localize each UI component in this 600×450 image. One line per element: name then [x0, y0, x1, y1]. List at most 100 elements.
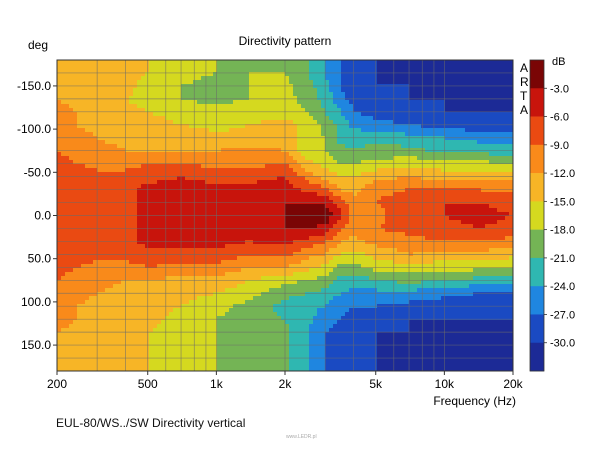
heatmap-cell	[481, 88, 486, 93]
heatmap-cell	[389, 188, 394, 193]
heatmap-cell	[225, 232, 230, 237]
heatmap-cell	[345, 196, 350, 201]
heatmap-cell	[105, 88, 110, 93]
heatmap-cell	[485, 164, 490, 169]
heatmap-cell	[321, 212, 326, 217]
heatmap-cell	[105, 108, 110, 113]
heatmap-cell	[497, 72, 502, 77]
heatmap-cell	[253, 120, 258, 125]
heatmap-cell	[233, 168, 238, 173]
heatmap-cell	[181, 72, 186, 77]
heatmap-cell	[465, 128, 470, 133]
heatmap-cell	[129, 100, 134, 105]
heatmap-cell	[309, 216, 314, 221]
heatmap-cell	[449, 100, 454, 105]
heatmap-cell	[137, 208, 142, 213]
heatmap-cell	[81, 180, 86, 185]
heatmap-cell	[233, 160, 238, 165]
heatmap-cell	[389, 108, 394, 113]
heatmap-cell	[69, 72, 74, 77]
heatmap-cell	[321, 136, 326, 141]
heatmap-cell	[181, 208, 186, 213]
heatmap-cell	[409, 212, 414, 217]
heatmap-cell	[233, 216, 238, 221]
heatmap-cell	[393, 72, 398, 77]
heatmap-cell	[309, 136, 314, 141]
heatmap-cell	[333, 92, 338, 97]
heatmap-cell	[69, 120, 74, 125]
heatmap-cell	[105, 184, 110, 189]
heatmap-cell	[129, 136, 134, 141]
heatmap-cell	[157, 80, 162, 85]
heatmap-cell	[77, 128, 82, 133]
heatmap-cell	[405, 188, 410, 193]
heatmap-cell	[221, 152, 226, 157]
heatmap-cell	[153, 136, 158, 141]
heatmap-cell	[65, 140, 70, 145]
heatmap-cell	[113, 132, 118, 137]
heatmap-cell	[193, 148, 198, 153]
heatmap-cell	[377, 152, 382, 157]
heatmap-cell	[77, 100, 82, 105]
heatmap-cell	[501, 196, 506, 201]
heatmap-cell	[469, 212, 474, 217]
heatmap-cell	[489, 96, 494, 101]
heatmap-cell	[121, 104, 126, 109]
heatmap-cell	[473, 168, 478, 173]
heatmap-cell	[477, 128, 482, 133]
heatmap-cell	[149, 68, 154, 73]
heatmap-cell	[77, 92, 82, 97]
heatmap-cell	[313, 188, 318, 193]
heatmap-cell	[509, 216, 514, 221]
heatmap-cell	[229, 100, 234, 105]
heatmap-cell	[157, 152, 162, 157]
heatmap-cell	[97, 128, 102, 133]
heatmap-cell	[373, 172, 378, 177]
heatmap-cell	[289, 132, 294, 137]
heatmap-cell	[249, 220, 254, 225]
heatmap-cell	[149, 196, 154, 201]
heatmap-cell	[445, 96, 450, 101]
heatmap-cell	[401, 68, 406, 73]
heatmap-cell	[77, 160, 82, 165]
heatmap-cell	[129, 176, 134, 181]
heatmap-cell	[437, 108, 442, 113]
heatmap-cell	[405, 100, 410, 105]
heatmap-cell	[405, 64, 410, 69]
heatmap-cell	[125, 196, 130, 201]
heatmap-cell	[205, 128, 210, 133]
heatmap-cell	[313, 148, 318, 153]
heatmap-cell	[145, 132, 150, 137]
heatmap-cell	[269, 192, 274, 197]
heatmap-cell	[317, 116, 322, 121]
heatmap-cell	[169, 184, 174, 189]
heatmap-cell	[489, 204, 494, 209]
heatmap-cell	[265, 148, 270, 153]
heatmap-cell	[349, 132, 354, 137]
heatmap-cell	[93, 156, 98, 161]
heatmap-cell	[405, 132, 410, 137]
heatmap-cell	[293, 212, 298, 217]
heatmap-cell	[193, 192, 198, 197]
heatmap-cell	[193, 196, 198, 201]
heatmap-cell	[257, 144, 262, 149]
heatmap-cell	[157, 116, 162, 121]
heatmap-cell	[353, 132, 358, 137]
heatmap-cell	[413, 216, 418, 221]
heatmap-cell	[397, 60, 402, 65]
heatmap-cell	[289, 112, 294, 117]
heatmap-cell	[497, 148, 502, 153]
heatmap-cell	[65, 96, 70, 101]
heatmap-cell	[381, 136, 386, 141]
heatmap-cell	[397, 216, 402, 221]
heatmap-cell	[281, 72, 286, 77]
heatmap-cell	[449, 196, 454, 201]
heatmap-cell	[457, 228, 462, 233]
heatmap-cell	[501, 128, 506, 133]
heatmap-cell	[145, 72, 150, 77]
heatmap-cell	[453, 152, 458, 157]
heatmap-cell	[205, 152, 210, 157]
heatmap-cell	[185, 228, 190, 233]
heatmap-cell	[269, 152, 274, 157]
heatmap-cell	[325, 64, 330, 69]
